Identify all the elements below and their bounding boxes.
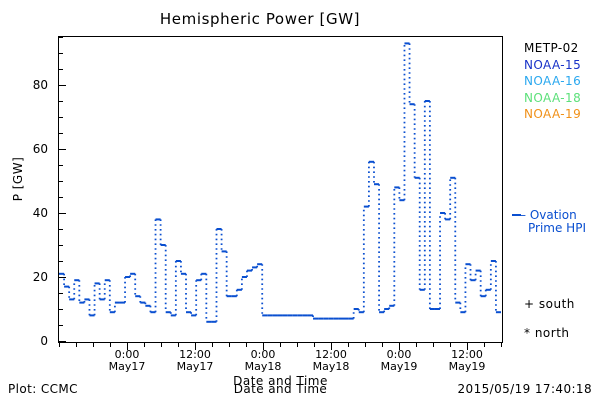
footer-timestamp: 2015/05/19 17:40:18 xyxy=(457,382,592,396)
y-tick-mark xyxy=(58,341,66,343)
y-tick-mark xyxy=(58,101,63,103)
footer-plot-source: Plot: CCMC xyxy=(8,382,78,396)
y-tick-mark xyxy=(58,229,63,231)
legend-item-metp-02: METP-02 xyxy=(524,41,579,55)
y-tick-label: 60 xyxy=(32,142,48,156)
y-tick-label: 20 xyxy=(32,270,48,284)
x-tick-mark xyxy=(399,342,401,350)
x-tick-mark xyxy=(450,342,452,347)
legend-item-noaa-15: NOAA-15 xyxy=(524,57,582,72)
x-tick-mark xyxy=(93,342,95,347)
x-tick-label: 12:00 May19 xyxy=(427,349,507,373)
x-tick-mark xyxy=(382,342,384,347)
legend-south-marker: + south xyxy=(524,297,575,311)
y-tick-mark xyxy=(58,293,63,295)
satellite-legend: METP-02 NOAA-15 NOAA-16 NOAA-18 NOAA-19 xyxy=(524,40,581,123)
x-tick-mark xyxy=(76,342,78,347)
footer-axis-caption: Date and Time xyxy=(233,382,328,396)
x-tick-mark xyxy=(433,342,435,347)
x-tick-date: May17 xyxy=(176,360,214,373)
x-tick-time: 0:00 xyxy=(386,348,412,361)
x-tick-mark xyxy=(280,342,282,347)
legend-ovation-line1: — Ovation xyxy=(514,208,577,222)
x-tick-time: 12:00 xyxy=(179,348,211,361)
x-tick-time: 0:00 xyxy=(114,348,140,361)
x-tick-mark xyxy=(297,342,299,347)
y-tick-label: 80 xyxy=(32,78,48,92)
x-tick-mark xyxy=(365,342,367,347)
x-tick-mark xyxy=(416,342,418,347)
x-tick-mark xyxy=(127,342,129,350)
x-tick-mark xyxy=(161,342,163,347)
y-tick-mark xyxy=(58,277,66,279)
x-tick-time: 12:00 xyxy=(451,348,483,361)
y-tick-label: 0 xyxy=(40,334,48,348)
chart-title: Hemispheric Power [GW] xyxy=(159,10,361,28)
y-tick-mark xyxy=(58,165,63,167)
y-tick-mark xyxy=(58,213,66,215)
legend-north-marker: * north xyxy=(524,326,570,340)
x-tick-date: May17 xyxy=(108,360,146,373)
x-tick-date: May18 xyxy=(312,360,350,373)
data-series-svg xyxy=(59,42,501,323)
y-tick-mark xyxy=(58,69,63,71)
x-tick-mark xyxy=(246,342,248,347)
legend-item-noaa-19: NOAA-19 xyxy=(524,107,582,121)
y-tick-mark xyxy=(58,37,63,39)
x-tick-mark xyxy=(195,342,197,350)
legend-ovation-line-sample xyxy=(512,214,521,216)
x-tick-mark xyxy=(331,342,333,350)
x-tick-label: 0:00 May17 xyxy=(87,349,167,373)
x-tick-mark xyxy=(314,342,316,347)
y-tick-mark xyxy=(58,149,66,151)
y-tick-mark xyxy=(58,181,63,183)
x-tick-mark xyxy=(178,342,180,347)
y-tick-mark xyxy=(58,117,63,119)
legend-ovation-line2: Prime HPI xyxy=(528,221,586,235)
x-tick-mark xyxy=(263,342,265,350)
x-axis-label: Date and Time xyxy=(233,374,328,388)
x-tick-label: 12:00 May17 xyxy=(155,349,235,373)
x-tick-label: 0:00 May18 xyxy=(223,349,303,373)
x-tick-mark xyxy=(484,342,486,347)
x-tick-mark xyxy=(467,342,469,350)
y-tick-mark xyxy=(58,85,66,87)
plot-area xyxy=(58,36,503,343)
x-tick-mark xyxy=(110,342,112,347)
y-tick-mark xyxy=(58,261,63,263)
x-tick-label: 12:00 May18 xyxy=(291,349,371,373)
legend-ovation-prime-hpi: — Ovation Prime HPI xyxy=(512,209,586,235)
x-tick-date: May19 xyxy=(448,360,486,373)
x-tick-mark xyxy=(501,342,503,347)
legend-item-noaa-18: NOAA-18 xyxy=(524,90,582,105)
y-tick-mark xyxy=(58,53,63,55)
x-tick-mark xyxy=(229,342,231,347)
legend-item-noaa-16: NOAA-16 xyxy=(524,74,582,88)
x-tick-mark xyxy=(59,342,61,347)
x-tick-date: May19 xyxy=(380,360,418,373)
x-tick-label: 0:00 May19 xyxy=(359,349,439,373)
x-tick-time: 12:00 xyxy=(315,348,347,361)
x-tick-mark xyxy=(212,342,214,347)
y-tick-mark xyxy=(58,133,63,135)
y-tick-label: 40 xyxy=(32,206,48,220)
x-tick-mark xyxy=(144,342,146,347)
y-tick-mark xyxy=(58,325,63,327)
x-tick-time: 0:00 xyxy=(250,348,276,361)
y-tick-mark xyxy=(58,245,63,247)
y-tick-mark xyxy=(58,197,63,199)
y-tick-mark xyxy=(58,309,63,311)
x-tick-date: May18 xyxy=(244,360,282,373)
x-tick-mark xyxy=(348,342,350,347)
